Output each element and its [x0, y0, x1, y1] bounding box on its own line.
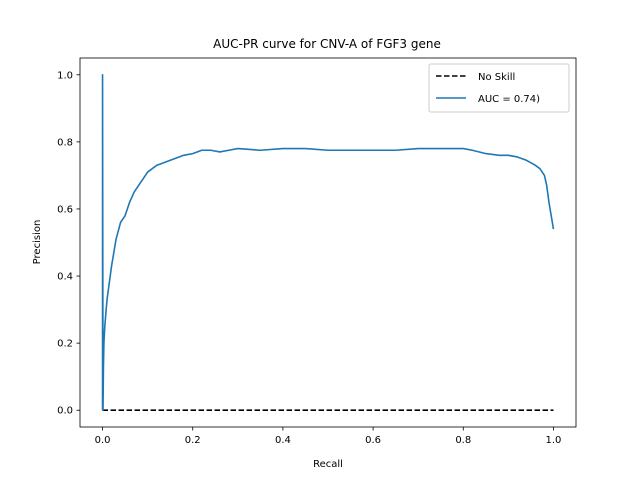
legend-label-no-skill: No Skill	[478, 72, 515, 83]
legend: No Skill AUC = 0.74)	[428, 63, 570, 113]
x-tick-label: 0.4	[275, 435, 291, 446]
y-tick-label: 1.0	[57, 70, 73, 81]
x-axis: 0.0 0.2 0.4 0.6 0.8 1.0	[95, 427, 562, 446]
legend-label-auc: AUC = 0.74)	[478, 94, 540, 105]
x-tick-label: 0.2	[185, 435, 201, 446]
chart-title: AUC-PR curve for CNV-A of FGF3 gene	[213, 37, 441, 51]
x-tick-label: 0.0	[95, 435, 111, 446]
y-axis-label: Precision	[32, 220, 43, 265]
y-tick-label: 0.0	[57, 406, 73, 417]
series-line-auc	[101, 73, 555, 412]
axes-frame	[79, 57, 577, 428]
y-axis: 0.0 0.2 0.4 0.6 0.8 1.0	[57, 70, 80, 417]
y-tick-label: 0.2	[57, 339, 73, 350]
x-axis-label: Recall	[313, 459, 343, 470]
y-tick-label: 0.4	[57, 272, 73, 283]
x-tick-label: 1.0	[546, 435, 562, 446]
x-tick-label: 0.8	[455, 435, 471, 446]
y-tick-label: 0.6	[57, 204, 73, 215]
x-tick-label: 0.6	[365, 435, 381, 446]
plot-area	[101, 73, 555, 412]
y-tick-label: 0.8	[57, 137, 73, 148]
